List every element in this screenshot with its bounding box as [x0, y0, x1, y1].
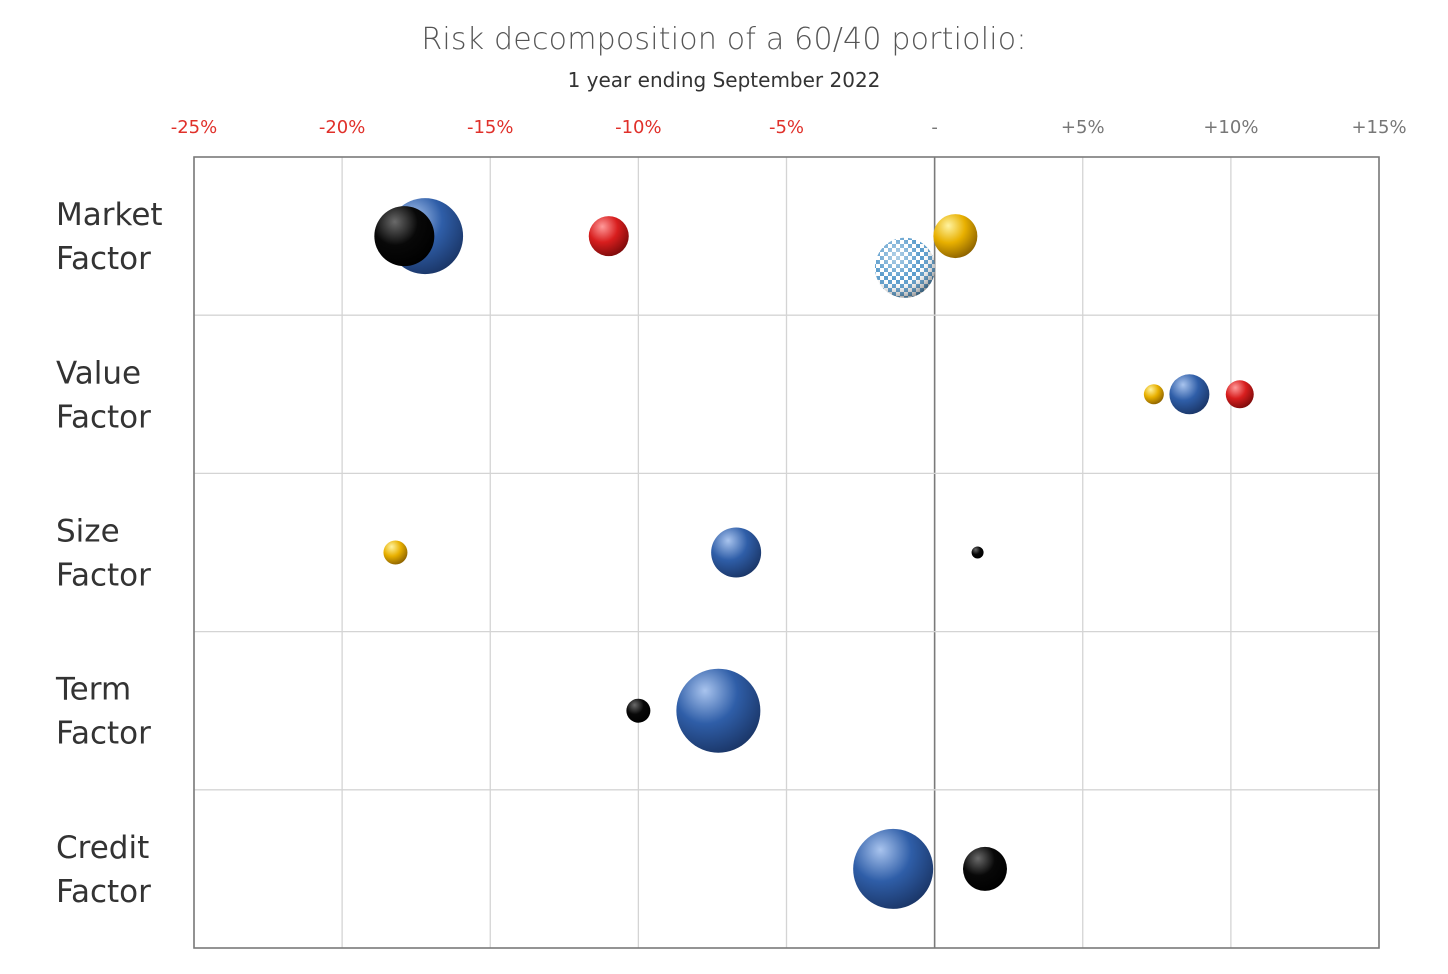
bubble-checker	[875, 237, 935, 298]
bubble-blue	[676, 668, 761, 753]
x-tick-label: -5%	[769, 117, 804, 138]
x-tick-label: +15%	[1351, 117, 1406, 138]
bubble-blue	[1169, 374, 1210, 415]
x-tick-label: -10%	[615, 117, 662, 138]
category-label: Market	[56, 197, 163, 233]
bubble-yellow	[933, 214, 978, 259]
bubble-black	[962, 846, 1007, 891]
bubble-black	[971, 546, 984, 559]
bubble-red	[588, 216, 629, 257]
x-tick-label: -15%	[467, 117, 514, 138]
category-label: Credit	[56, 830, 149, 866]
x-tick-label: -	[931, 117, 938, 138]
category-label: Factor	[56, 716, 151, 752]
bubble-red	[1225, 380, 1254, 409]
chart-subtitle: 1 year ending September 2022	[567, 68, 881, 92]
bubble-blue	[853, 828, 934, 909]
bubble-yellow	[1143, 384, 1164, 405]
category-label: Factor	[56, 558, 151, 594]
category-label: Size	[56, 514, 120, 550]
bubble-layer	[374, 198, 1254, 909]
bubble-yellow	[383, 540, 408, 565]
x-tick-label: -20%	[319, 117, 366, 138]
x-tick-label: +10%	[1203, 117, 1258, 138]
bubble-blue	[711, 527, 762, 578]
category-label: Factor	[56, 241, 151, 277]
category-label: Factor	[56, 399, 151, 435]
category-label: Value	[56, 355, 141, 391]
category-label: Term	[55, 672, 131, 708]
x-tick-label: -25%	[171, 117, 218, 138]
category-label: Factor	[56, 874, 151, 910]
plot-frame	[193, 156, 1380, 949]
x-tick-label: +5%	[1061, 117, 1105, 138]
bubble-black	[374, 206, 435, 267]
bubble-black	[626, 698, 651, 723]
chart-title: Risk decomposition of a 60/40 portiolio:	[421, 22, 1027, 57]
category-labels: Market Factor Value Factor Size Factor Term Fac…	[55, 197, 163, 910]
x-axis-ticks: -25% -20% -15% -10% -5% - +5% +10% +15%	[171, 117, 1407, 138]
grid-layer	[193, 156, 1380, 949]
